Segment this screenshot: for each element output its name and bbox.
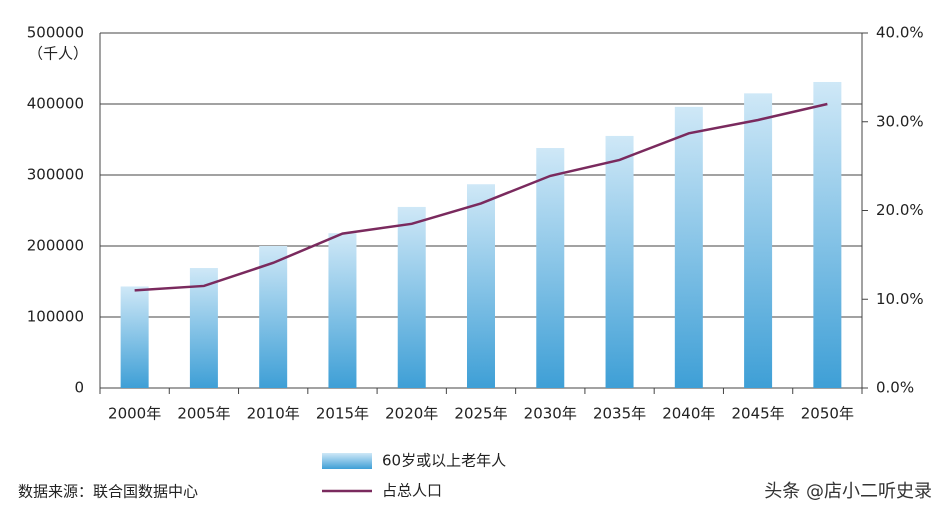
x-tick-label: 2010年: [247, 405, 300, 423]
x-tick-label: 2035年: [593, 405, 646, 423]
legend-label: 占总人口: [382, 482, 442, 500]
bar: [259, 246, 288, 388]
legend-swatch: [322, 453, 372, 469]
y2-tick-label: 0.0%: [876, 379, 914, 397]
y-axis-unit: （千人）: [28, 45, 88, 63]
watermark: 头条 @店小二听史录: [764, 481, 932, 502]
source: 数据来源：联合国数据中心: [18, 483, 198, 501]
y2-tick-label: 30.0%: [876, 112, 924, 130]
x-tick-label: 2025年: [454, 405, 507, 423]
x-tick-label: 2000年: [108, 405, 161, 423]
y-tick-label: 200000: [27, 237, 84, 255]
y2-tick-label: 40.0%: [876, 24, 924, 42]
y2-tick-label: 20.0%: [876, 201, 924, 219]
bar: [605, 135, 634, 388]
x-tick-label: 2015年: [316, 405, 369, 423]
bar: [120, 286, 149, 388]
y-tick-label: 100000: [27, 308, 84, 326]
bar: [397, 206, 426, 388]
bar: [467, 184, 495, 388]
x-tick-label: 2030年: [524, 405, 577, 423]
y-tick-label: 400000: [27, 95, 84, 113]
bar: [674, 106, 703, 388]
y-tick-label: 300000: [27, 166, 84, 184]
x-tick-label: 2020年: [385, 405, 438, 423]
bar: [744, 93, 773, 388]
bar: [813, 81, 842, 389]
bar: [536, 148, 565, 388]
x-tick-label: 2045年: [731, 405, 784, 423]
x-tick-label: 2050年: [801, 405, 854, 423]
bar: [328, 233, 357, 388]
y-tick-label: 500000: [27, 24, 84, 42]
y2-tick-label: 10.0%: [876, 290, 924, 308]
line: [134, 102, 828, 292]
y-tick-label: 0: [74, 379, 84, 397]
x-tick-label: 2005年: [177, 405, 230, 423]
bar: [189, 268, 218, 388]
legend-label: 60岁或以上老年人: [382, 452, 506, 470]
x-tick-label: 2040年: [662, 405, 715, 423]
